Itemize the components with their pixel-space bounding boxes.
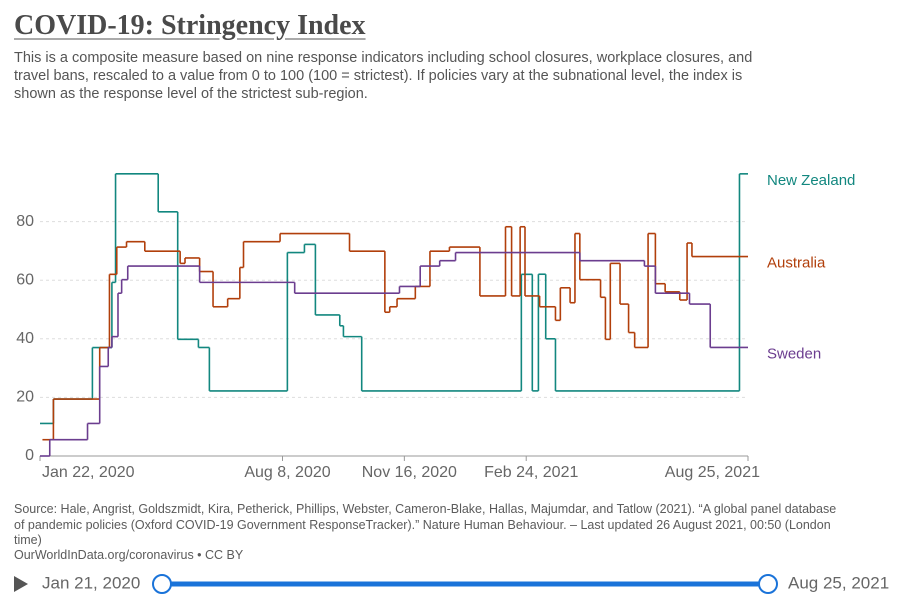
source-url[interactable]: OurWorldInData.org/coronavirus • CC BY [14,548,244,562]
x-tick-label: Feb 24, 2021 [484,464,578,481]
timeline-start-handle[interactable] [152,574,172,594]
x-tick-label: Jan 22, 2020 [42,464,135,481]
x-tick-label: Aug 25, 2021 [665,464,760,481]
timeline-start-label: Jan 21, 2020 [42,573,140,592]
y-tick-label: 0 [25,447,34,464]
chart-title[interactable]: COVID-19: Stringency Index [14,10,366,41]
y-tick-label: 40 [16,330,34,347]
x-tick-label: Nov 16, 2020 [362,464,457,481]
y-tick-label: 60 [16,271,34,288]
series-label: Australia [767,255,826,272]
y-tick-label: 20 [16,389,34,406]
source-note: Source: Hale, Angrist, Goldszmidt, Kira,… [14,502,837,547]
series-label: Sweden [767,345,821,362]
x-tick-label: Aug 8, 2020 [244,464,330,481]
series-label: New Zealand [767,172,855,189]
play-button[interactable] [14,576,28,592]
chart-subtitle: This is a composite measure based on nin… [14,50,753,102]
timeline-end-label: Aug 25, 2021 [788,573,889,592]
timeline-end-handle[interactable] [758,574,778,594]
y-tick-label: 80 [16,213,34,230]
